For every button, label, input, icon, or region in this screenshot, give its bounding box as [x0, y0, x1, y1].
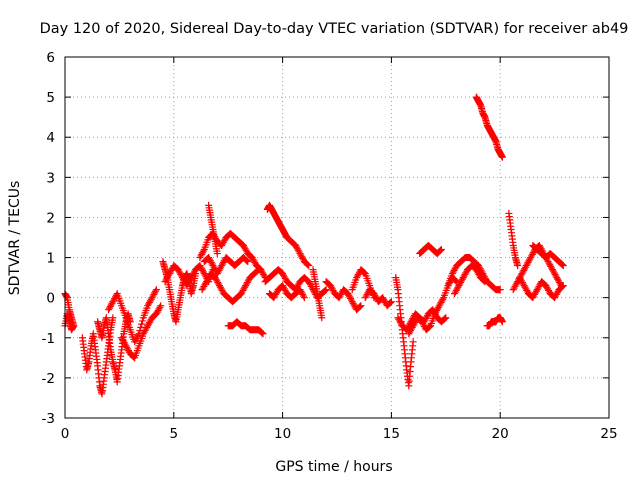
grid	[65, 57, 609, 418]
data-point-interp	[558, 261, 566, 269]
data-point	[387, 298, 395, 306]
y-tick-label: 0	[46, 291, 55, 307]
data-point	[259, 330, 267, 338]
x-tick-label: 5	[170, 426, 179, 442]
data-point	[559, 262, 567, 270]
data-point	[481, 278, 489, 286]
data-point	[498, 318, 506, 326]
data-points	[61, 93, 567, 398]
y-axis-label: SDTVAR / TECUs	[7, 181, 23, 296]
data-point-interp	[134, 331, 142, 339]
data-point	[213, 250, 221, 258]
data-point-interp	[258, 329, 266, 337]
data-point	[442, 314, 450, 322]
y-tick-label: -3	[42, 411, 55, 427]
data-point-interp	[558, 282, 566, 290]
data-point-interp	[439, 295, 447, 303]
y-tick-label: 3	[46, 170, 55, 186]
x-tick-label: 20	[492, 426, 509, 442]
data-point-interp	[260, 272, 268, 280]
data-point	[152, 286, 160, 294]
data-point	[559, 282, 567, 290]
data-point-interp	[437, 246, 445, 254]
x-tick-label: 25	[600, 426, 617, 442]
data-point	[157, 302, 165, 310]
data-point	[305, 262, 313, 270]
data-point	[255, 266, 263, 274]
y-tick-label: 1	[46, 251, 55, 267]
y-tick-label: 4	[46, 130, 55, 146]
data-point-interp	[356, 302, 364, 310]
data-point-interp	[480, 277, 488, 285]
data-point-interp	[152, 287, 160, 295]
data-point	[409, 338, 417, 346]
data-point-interp	[138, 320, 146, 328]
data-point-interp	[387, 298, 395, 306]
y-tick-label: 2	[46, 210, 55, 226]
y-tick-label: -2	[42, 371, 55, 387]
data-point-interp	[321, 286, 329, 294]
data-point	[300, 294, 308, 302]
data-point	[244, 258, 252, 266]
data-point	[318, 314, 326, 322]
y-tick-label: 6	[46, 50, 55, 66]
plot-frame	[64, 56, 610, 419]
data-point	[498, 153, 506, 161]
x-tick-label: 10	[274, 426, 291, 442]
x-tick-label: 15	[383, 426, 400, 442]
data-point-interp	[441, 315, 449, 323]
data-point-interp	[304, 261, 312, 269]
data-point	[496, 286, 504, 294]
y-tick-label: -1	[42, 331, 55, 347]
data-point	[357, 302, 365, 310]
y-tick-label: 5	[46, 90, 55, 106]
data-point-interp	[243, 257, 251, 265]
data-point	[514, 262, 522, 270]
data-point	[109, 314, 117, 322]
x-axis-label: GPS time / hours	[275, 459, 392, 475]
data-point-interp	[254, 266, 262, 274]
data-point	[322, 286, 330, 294]
data-point-interp	[299, 292, 307, 300]
data-point-interp	[138, 317, 146, 325]
data-point-interp	[137, 323, 145, 331]
data-point-interp	[156, 303, 164, 311]
data-point-interp	[199, 247, 207, 255]
chart-title: Day 120 of 2020, Sidereal Day-to-day VTE…	[40, 21, 629, 37]
x-tick-label: 0	[61, 426, 70, 442]
data-point	[437, 246, 445, 254]
